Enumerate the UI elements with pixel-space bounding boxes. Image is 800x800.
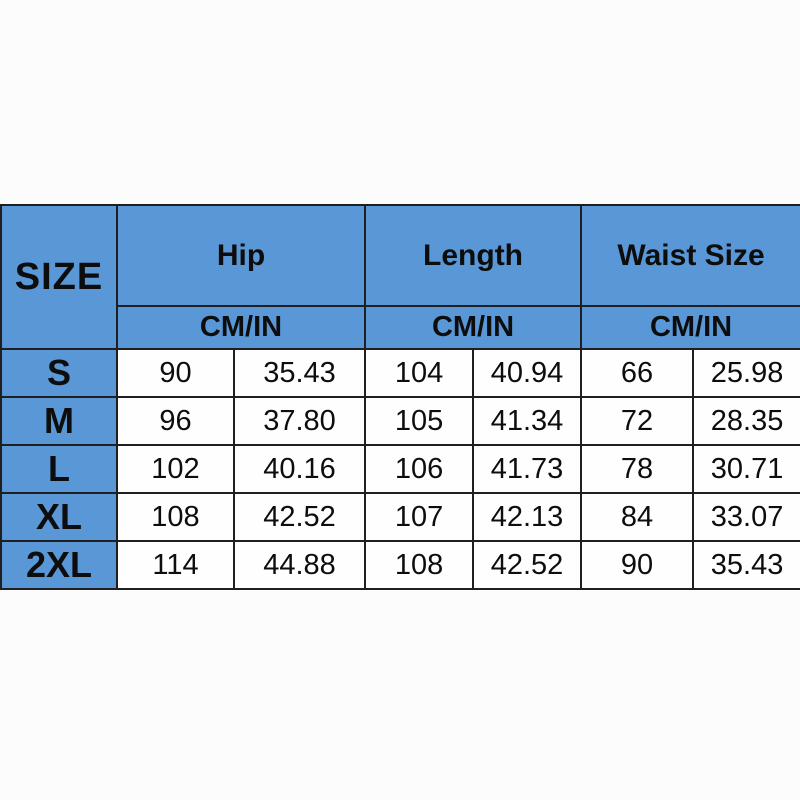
- size-label: L: [0, 444, 118, 494]
- hip-unit-header: CM/IN: [115, 305, 367, 350]
- waist-cm-value: 66: [580, 348, 695, 398]
- waist-unit-header: CM/IN: [580, 305, 800, 350]
- length-in-value: 41.34: [472, 396, 583, 446]
- table-row-2xl: 2XL 114 44.88 108 42.52 90 35.43: [0, 540, 800, 590]
- size-chart-table: SIZE Hip Length Waist Size CM/IN CM/IN C…: [0, 204, 800, 590]
- length-cm-value: 107: [364, 492, 475, 542]
- hip-in-value: 44.88: [232, 540, 367, 590]
- length-column-header: Length: [364, 204, 583, 307]
- hip-column-header: Hip: [115, 204, 367, 307]
- hip-in-value: 37.80: [232, 396, 367, 446]
- waist-column-header: Waist Size: [580, 204, 800, 307]
- length-cm-value: 104: [364, 348, 475, 398]
- hip-cm-value: 96: [116, 396, 235, 446]
- length-in-value: 42.13: [472, 492, 583, 542]
- hip-cm-value: 90: [116, 348, 235, 398]
- waist-cm-value: 84: [580, 492, 695, 542]
- waist-in-value: 35.43: [692, 540, 800, 590]
- size-label: XL: [0, 492, 118, 542]
- length-in-value: 42.52: [472, 540, 583, 590]
- table-row-l: L 102 40.16 106 41.73 78 30.71: [0, 444, 800, 494]
- group-header-row: SIZE Hip Length Waist Size: [0, 204, 800, 350]
- hip-in-value: 35.43: [232, 348, 367, 398]
- table-row-xl: XL 108 42.52 107 42.13 84 33.07: [0, 492, 800, 542]
- waist-cm-value: 90: [580, 540, 695, 590]
- waist-in-value: 28.35: [692, 396, 800, 446]
- waist-cm-value: 72: [580, 396, 695, 446]
- size-label: 2XL: [0, 540, 118, 590]
- length-cm-value: 106: [364, 444, 475, 494]
- table-row-m: M 96 37.80 105 41.34 72 28.35: [0, 396, 800, 446]
- length-cm-value: 105: [364, 396, 475, 446]
- waist-in-value: 30.71: [692, 444, 800, 494]
- hip-cm-value: 102: [116, 444, 235, 494]
- hip-in-value: 40.16: [232, 444, 367, 494]
- unit-header-row: CM/IN CM/IN CM/IN: [1, 305, 800, 350]
- waist-cm-value: 78: [580, 444, 695, 494]
- size-label: M: [0, 396, 118, 446]
- length-in-value: 40.94: [472, 348, 583, 398]
- size-label: S: [0, 348, 118, 398]
- hip-cm-value: 114: [116, 540, 235, 590]
- table-row-s: S 90 35.43 104 40.94 66 25.98: [0, 348, 800, 398]
- length-in-value: 41.73: [472, 444, 583, 494]
- waist-in-value: 25.98: [692, 348, 800, 398]
- length-cm-value: 108: [364, 540, 475, 590]
- length-unit-header: CM/IN: [364, 305, 583, 350]
- size-column-header: SIZE: [0, 204, 118, 350]
- hip-cm-value: 108: [116, 492, 235, 542]
- waist-in-value: 33.07: [692, 492, 800, 542]
- hip-in-value: 42.52: [232, 492, 367, 542]
